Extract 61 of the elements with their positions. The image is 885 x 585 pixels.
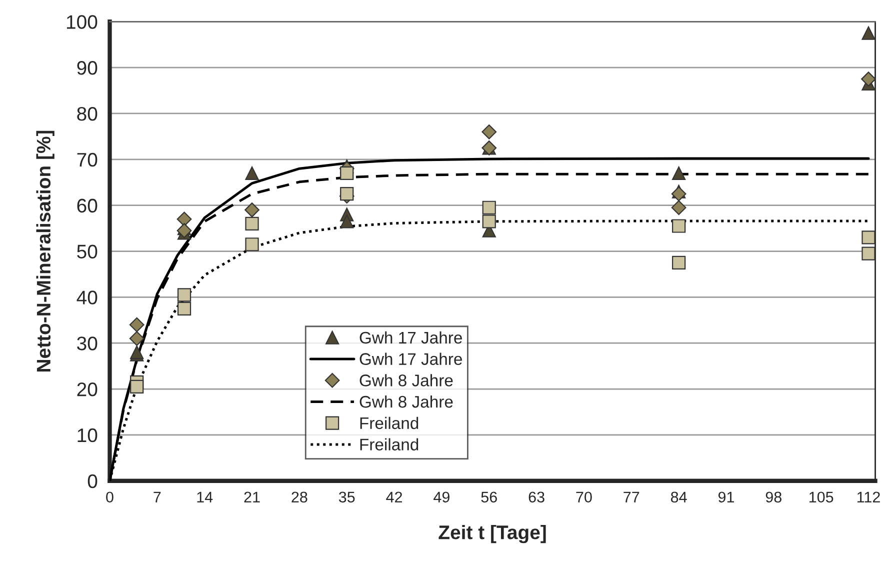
y-tick-label: 60 — [77, 198, 98, 213]
x-axis-title: Zeit t [Tage] — [438, 524, 546, 544]
y-tick-label: 20 — [77, 382, 98, 396]
point — [129, 331, 144, 346]
point — [129, 317, 144, 332]
legend-label: Gwh 8 Jahre — [360, 374, 453, 386]
y-tick-label: 30 — [77, 336, 98, 350]
point — [862, 230, 876, 244]
x-tick-label: 77 — [624, 492, 640, 502]
point — [482, 200, 496, 214]
point — [862, 246, 876, 260]
point — [176, 212, 192, 227]
x-tick-label: 112 — [857, 492, 880, 502]
point — [671, 186, 686, 202]
x-tick-label: 91 — [718, 492, 734, 503]
legend-label: Freiland — [360, 438, 418, 450]
point — [245, 216, 259, 231]
x-tick-label: 28 — [292, 492, 308, 503]
x-tick-label: 98 — [766, 492, 782, 503]
x-tick-label: 14 — [197, 492, 213, 502]
point — [482, 214, 496, 228]
x-tick-label: 49 — [434, 492, 450, 503]
x-tick-label: 0 — [106, 492, 114, 503]
y-axis-title: Netto-N-Mineralisation [%] — [36, 130, 54, 372]
point — [482, 124, 497, 140]
legend-label: Gwh 17 Jahre — [360, 331, 462, 344]
legend-label: Freiland — [360, 416, 418, 430]
x-tick-label: 63 — [528, 492, 544, 503]
y-tick-label: 80 — [77, 106, 98, 121]
legend-label: Gwh 17 Jahre — [360, 352, 462, 365]
point — [861, 72, 876, 86]
x-tick-label: 7 — [154, 492, 161, 502]
point — [244, 202, 260, 218]
y-tick-label: 0 — [88, 474, 98, 488]
point — [340, 187, 354, 201]
point — [340, 214, 354, 228]
x-tick-label: 21 — [244, 492, 260, 502]
point — [672, 219, 686, 233]
y-tick-label: 70 — [77, 152, 98, 167]
point — [177, 288, 192, 302]
point — [671, 200, 686, 216]
y-tick-label: 40 — [76, 290, 98, 304]
point — [340, 166, 354, 180]
point — [130, 380, 144, 394]
y-tick-label: 10 — [78, 428, 98, 442]
legend-label: Gwh 8 Jahre — [360, 395, 453, 408]
x-tick-label: 70 — [576, 492, 592, 503]
y-tick-label: 50 — [77, 244, 98, 258]
x-tick-label: 42 — [386, 492, 402, 502]
x-tick-label: 35 — [338, 492, 355, 503]
y-tick-label: 90 — [77, 61, 98, 75]
point — [862, 26, 876, 40]
x-tick-label: 56 — [481, 492, 497, 503]
point — [245, 238, 259, 252]
x-tick-label: 105 — [809, 492, 834, 503]
point — [672, 256, 686, 270]
point — [177, 302, 192, 316]
point — [245, 166, 259, 180]
x-tick-label: 84 — [670, 492, 687, 503]
y-tick-label: 100 — [66, 15, 98, 29]
point — [672, 166, 686, 180]
